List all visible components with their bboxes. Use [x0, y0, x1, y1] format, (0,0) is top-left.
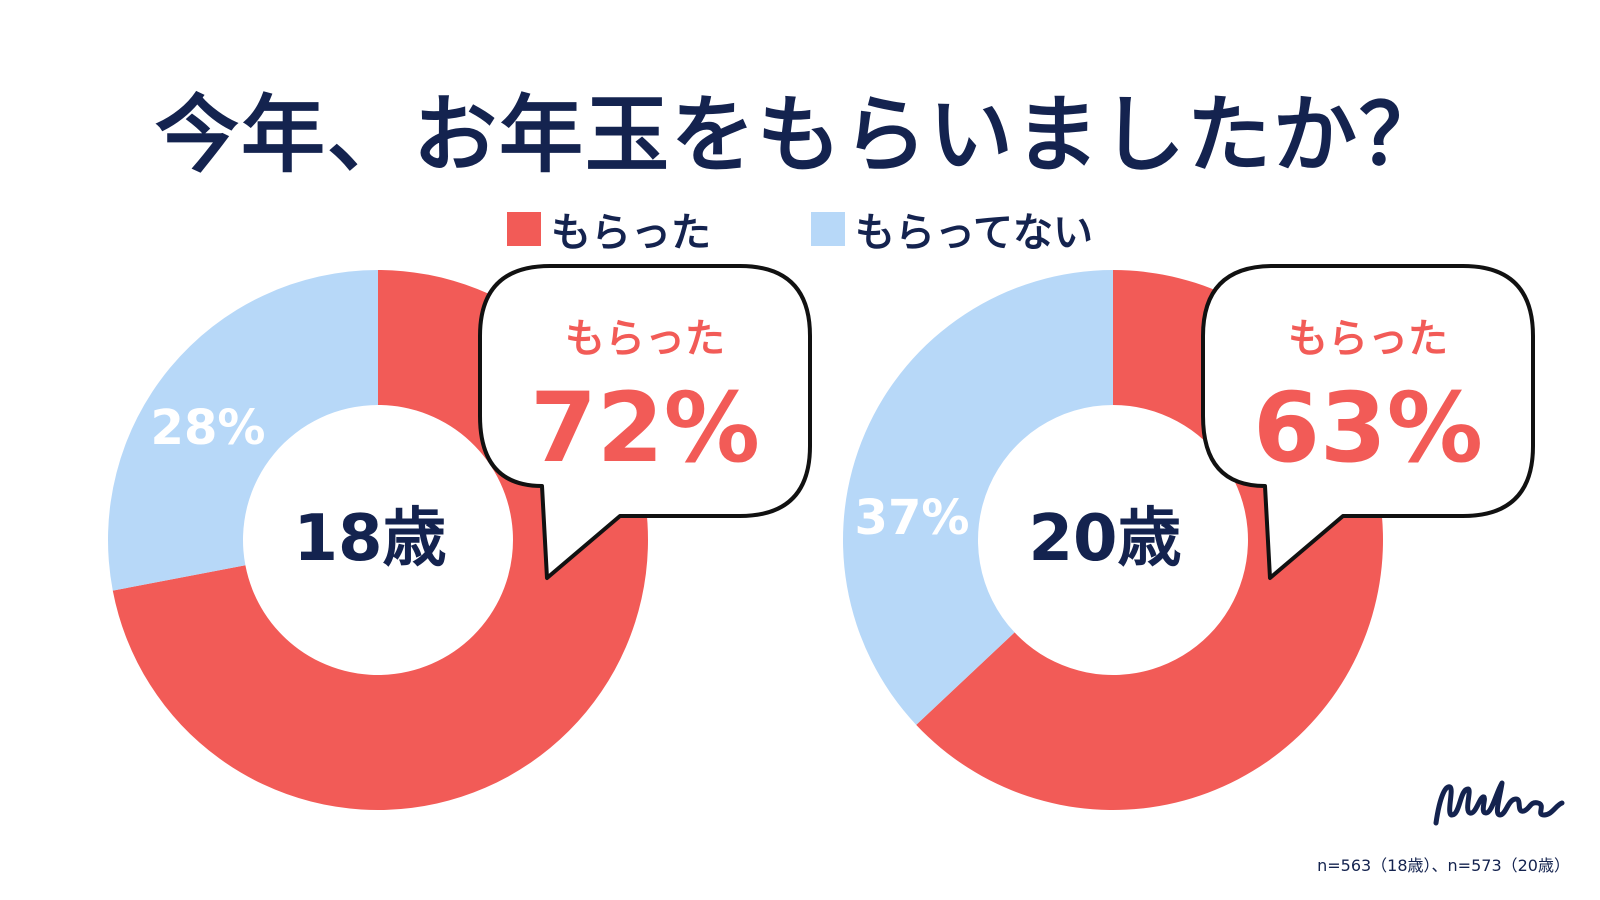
donut-1-percent-label-not-received: 37%: [855, 490, 970, 546]
donut-1-slice-1: [843, 270, 1113, 725]
donut-0-center-label: 18歳: [293, 502, 446, 576]
legend-item-received: もらった: [507, 200, 711, 258]
legend-swatch-not-received: [811, 212, 845, 246]
donut-1-callout-shape: [1201, 264, 1535, 580]
donut-0-callout-heading: もらった: [565, 316, 725, 362]
donut-1-callout-bubble: もらった 63%: [1201, 264, 1535, 580]
legend-swatch-received: [507, 212, 541, 246]
sample-size-footnote: n=563（18歳）、n=573（20歳）: [1317, 856, 1570, 875]
donut-1-callout-value: 63%: [1253, 372, 1483, 484]
chart-title: 今年、お年玉をもらいましたか？: [154, 86, 1445, 184]
donut-1-center-label: 20歳: [1028, 502, 1181, 576]
donut-0-slice-1: [107, 270, 378, 591]
donut-0-callout-value: 72%: [530, 372, 760, 484]
donut-1-callout-heading: もらった: [1288, 316, 1448, 362]
legend-label-not-received: もらってない: [855, 210, 1093, 256]
donut-0-percent-label-not-received: 28%: [151, 400, 266, 456]
legend-label-received: もらった: [551, 210, 711, 256]
donut-0-callout-bubble: もらった 72%: [478, 264, 812, 580]
donut-0-callout-shape: [478, 264, 812, 580]
legend: もらった もらってない: [0, 200, 1600, 258]
nudge-logo: [1433, 780, 1565, 826]
legend-item-not-received: もらってない: [811, 200, 1093, 258]
